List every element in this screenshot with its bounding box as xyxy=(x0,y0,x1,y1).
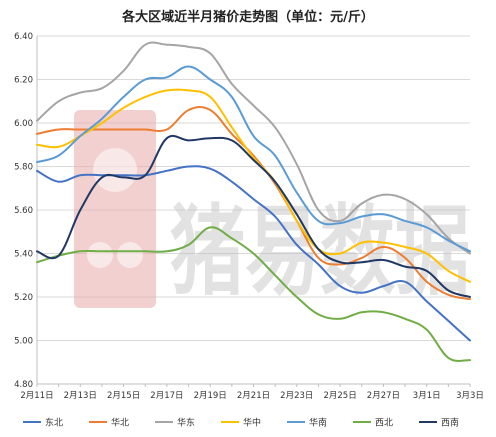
x-tick-label: 2月25日 xyxy=(323,391,356,401)
x-tick-label: 2月17日 xyxy=(150,391,183,401)
x-tick-label: 2月23日 xyxy=(280,391,313,401)
series-line-华中 xyxy=(36,88,471,283)
tick-labels: 4.80 5.00 5.20 5.40 5.60 5.80 6.00 6.20 6.40 2月11… xyxy=(14,32,484,401)
x-tick-label: 2月27日 xyxy=(367,391,400,401)
watermark-logo xyxy=(74,110,156,308)
series-line-华北 xyxy=(36,106,471,301)
y-tick-label: 6.00 xyxy=(14,119,33,129)
y-tick-label: 5.60 xyxy=(14,206,33,216)
legend-label: 华东 xyxy=(177,417,195,429)
x-tick-label: 2月11日 xyxy=(20,391,53,401)
x-tick-label: 3月3日 xyxy=(456,391,484,401)
legend-label: 华北 xyxy=(111,417,129,429)
y-tick-label: 6.40 xyxy=(14,32,33,42)
y-tick-label: 5.20 xyxy=(14,293,33,303)
watermark: 猪易数据 xyxy=(74,110,470,309)
watermark-logo-circle xyxy=(87,242,113,268)
legend-label: 西北 xyxy=(375,418,393,429)
y-tick-label: 5.80 xyxy=(14,163,33,173)
legend-label: 东北 xyxy=(45,417,63,429)
y-tick-label: 5.00 xyxy=(14,337,33,347)
chart-title: 各大区域近半月猪价走势图（单位：元/斤） xyxy=(122,10,374,25)
x-tick-label: 2月13日 xyxy=(64,391,97,401)
legend-label: 华南 xyxy=(309,417,327,429)
series-line-华东 xyxy=(36,41,471,255)
watermark-logo-circle xyxy=(117,242,143,268)
axes xyxy=(36,36,471,387)
legend: 东北 华北 华东 华中 华南 西北 西南 xyxy=(23,417,459,429)
watermark-logo-circle xyxy=(93,148,137,192)
legend-label: 华中 xyxy=(243,417,261,429)
y-tick-label: 6.20 xyxy=(14,76,33,86)
x-tick-label: 3月1日 xyxy=(413,391,441,401)
x-tick-label: 2月21日 xyxy=(237,391,270,401)
series-line-西北 xyxy=(36,226,471,362)
series-line-西南 xyxy=(36,134,471,298)
x-tick-label: 2月15日 xyxy=(107,391,140,401)
y-tick-label: 5.40 xyxy=(14,250,33,260)
legend-label: 西南 xyxy=(441,417,459,429)
x-tick-label: 2月19日 xyxy=(194,391,227,401)
y-tick-label: 4.80 xyxy=(14,380,33,390)
series-lines xyxy=(36,41,471,362)
series-line-华南 xyxy=(36,65,471,253)
